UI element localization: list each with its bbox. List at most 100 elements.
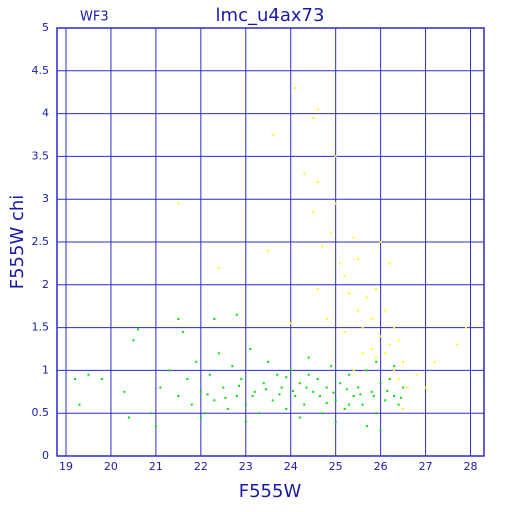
point <box>334 399 337 402</box>
y-tick-label: 3.5 <box>32 149 50 162</box>
point <box>307 373 310 376</box>
point <box>303 403 306 406</box>
point <box>217 352 220 355</box>
point <box>370 348 373 350</box>
point <box>397 403 400 406</box>
point <box>204 412 207 415</box>
point <box>190 403 193 406</box>
x-tick-label: 24 <box>284 460 298 473</box>
point <box>348 373 351 376</box>
point <box>100 377 103 380</box>
point <box>393 365 396 368</box>
chart-title: lmc_u4ax73 <box>216 5 325 26</box>
point <box>397 377 400 380</box>
point <box>352 236 355 239</box>
point <box>240 377 243 380</box>
point <box>343 275 346 278</box>
point <box>316 288 319 291</box>
point <box>206 393 209 396</box>
point <box>289 322 292 325</box>
point <box>186 377 189 380</box>
point <box>357 309 360 312</box>
point <box>316 377 319 380</box>
point <box>375 360 378 363</box>
point <box>388 343 391 346</box>
point <box>289 369 292 372</box>
x-tick-label: 26 <box>374 460 388 473</box>
point <box>366 425 369 428</box>
point <box>249 348 252 350</box>
point <box>334 155 337 158</box>
point <box>235 395 238 398</box>
point <box>265 388 268 391</box>
point <box>339 262 342 265</box>
point <box>366 296 369 299</box>
point <box>399 396 402 399</box>
point <box>159 386 162 389</box>
point <box>325 386 328 389</box>
point <box>208 373 211 376</box>
y-tick-label: 3 <box>42 192 49 205</box>
point <box>388 377 391 380</box>
point <box>226 407 229 410</box>
point <box>330 365 333 368</box>
y-axis-label: F555W chi <box>7 195 28 290</box>
point <box>224 396 227 399</box>
point <box>271 134 274 136</box>
point <box>271 399 274 402</box>
point <box>402 386 405 389</box>
point <box>424 386 427 389</box>
point <box>127 416 130 419</box>
point <box>370 390 373 393</box>
point <box>307 356 310 359</box>
point <box>150 412 153 415</box>
point <box>345 388 348 391</box>
x-tick-label: 23 <box>239 460 253 473</box>
point <box>415 373 418 376</box>
point <box>298 416 301 419</box>
point <box>361 403 364 406</box>
point <box>343 330 346 333</box>
point <box>386 389 389 392</box>
point <box>316 108 319 111</box>
point <box>348 403 351 406</box>
point <box>357 258 360 261</box>
x-tick-label: 25 <box>329 460 343 473</box>
x-tick-label: 21 <box>149 460 163 473</box>
point <box>285 376 288 379</box>
point <box>195 360 198 363</box>
point <box>276 373 279 376</box>
plot-frame <box>56 27 485 457</box>
point <box>213 318 216 321</box>
point <box>132 339 135 342</box>
x-tick-label: 20 <box>104 460 118 473</box>
point <box>222 386 225 389</box>
x-tick-label: 22 <box>194 460 208 473</box>
point <box>339 382 342 385</box>
point <box>325 401 328 404</box>
point <box>388 262 391 265</box>
corner-label: WF3 <box>80 10 109 25</box>
point <box>294 395 297 398</box>
point <box>456 343 459 346</box>
point <box>278 393 281 396</box>
x-tick-label: 19 <box>59 460 73 473</box>
point <box>298 382 301 385</box>
point <box>312 390 315 393</box>
point <box>393 395 396 398</box>
point <box>168 369 171 372</box>
point <box>253 390 256 393</box>
point <box>384 352 387 355</box>
point <box>359 393 362 396</box>
point <box>393 326 396 329</box>
point <box>372 395 375 398</box>
point <box>267 249 270 252</box>
point <box>294 86 297 89</box>
point <box>402 360 405 363</box>
point <box>177 318 180 321</box>
point <box>262 382 265 385</box>
point <box>433 360 436 363</box>
point <box>199 390 202 393</box>
point <box>321 245 324 248</box>
